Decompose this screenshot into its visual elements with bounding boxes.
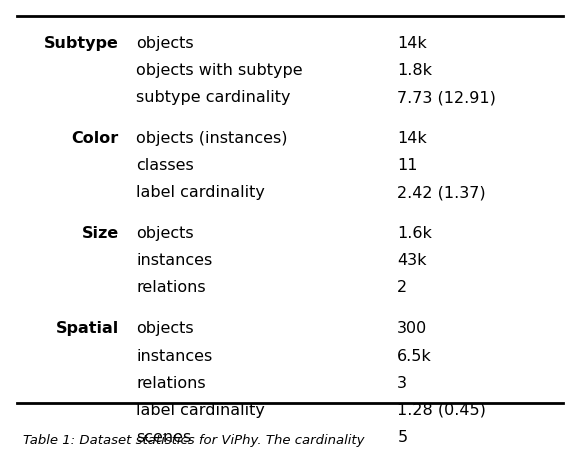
Text: label cardinality: label cardinality [136, 403, 265, 418]
Text: objects: objects [136, 226, 194, 241]
Text: scenes: scenes [136, 430, 191, 445]
Text: 1.8k: 1.8k [397, 63, 432, 78]
Text: 43k: 43k [397, 254, 427, 268]
Text: subtype cardinality: subtype cardinality [136, 90, 291, 105]
Text: instances: instances [136, 254, 212, 268]
Text: 11: 11 [397, 158, 418, 173]
Text: 1.6k: 1.6k [397, 226, 432, 241]
Text: classes: classes [136, 158, 194, 173]
Text: relations: relations [136, 281, 206, 295]
Text: label cardinality: label cardinality [136, 185, 265, 200]
Text: 14k: 14k [397, 36, 427, 51]
Text: 1.28 (0.45): 1.28 (0.45) [397, 403, 486, 418]
Text: objects (instances): objects (instances) [136, 131, 288, 146]
Text: Color: Color [72, 131, 119, 146]
Text: Size: Size [82, 226, 119, 241]
Text: 14k: 14k [397, 131, 427, 146]
Text: 7.73 (12.91): 7.73 (12.91) [397, 90, 496, 105]
Text: objects: objects [136, 36, 194, 51]
Text: 3: 3 [397, 376, 407, 391]
Text: 2: 2 [397, 281, 407, 295]
Text: relations: relations [136, 376, 206, 391]
Text: instances: instances [136, 349, 212, 363]
Text: 6.5k: 6.5k [397, 349, 432, 363]
Text: 2.42 (1.37): 2.42 (1.37) [397, 185, 486, 200]
Text: 5: 5 [397, 430, 407, 445]
Text: Spatial: Spatial [56, 322, 119, 336]
Text: objects: objects [136, 322, 194, 336]
Text: 300: 300 [397, 322, 427, 336]
Text: Table 1: Dataset statistics for ViPhy. The cardinality: Table 1: Dataset statistics for ViPhy. T… [23, 434, 365, 447]
Text: objects with subtype: objects with subtype [136, 63, 303, 78]
Text: Subtype: Subtype [44, 36, 119, 51]
